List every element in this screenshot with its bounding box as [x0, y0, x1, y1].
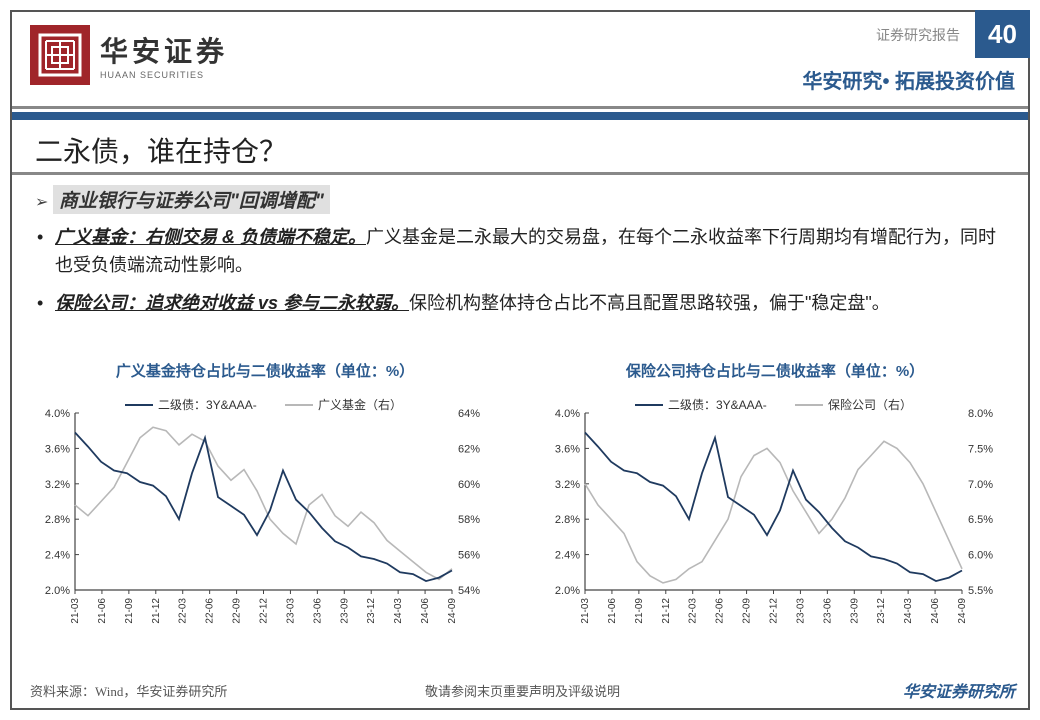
svg-text:24-03: 24-03	[393, 598, 404, 624]
svg-text:2.0%: 2.0%	[45, 585, 70, 597]
svg-text:23-03: 23-03	[795, 598, 806, 624]
svg-text:23-12: 23-12	[366, 598, 377, 624]
brand-right: 拓展投资价值	[895, 71, 1015, 93]
svg-text:23-09: 23-09	[849, 598, 860, 624]
chart-left-title: 广义基金持仓占比与二债收益率（单位：%）	[25, 360, 505, 381]
bullet-1-lead: 保险公司：追求绝对收益 vs 参与二永较弱。	[55, 293, 409, 313]
chart-right-svg: 2.0% 2.4% 2.8% 3.2% 3.6% 4.0% 5.5% 6.0% 6.5% 7.0%…	[535, 385, 1015, 645]
svg-text:二级债：3Y&AAA-: 二级债：3Y&AAA-	[158, 398, 257, 412]
svg-text:22-06: 22-06	[205, 598, 216, 624]
svg-text:24-03: 24-03	[903, 598, 914, 624]
svg-text:2.4%: 2.4%	[555, 550, 580, 562]
svg-text:22-09: 22-09	[232, 598, 243, 624]
divider-blue	[12, 112, 1028, 120]
subhead-row: 商业银行与证券公司"回调增配"	[35, 185, 1005, 214]
brand-left: 华安研究	[802, 71, 882, 93]
svg-text:24-06: 24-06	[420, 598, 431, 624]
bullet-1: 保险公司：追求绝对收益 vs 参与二永较弱。保险机构整体持仓占比不高且配置思路较…	[35, 290, 1005, 318]
svg-text:7.0%: 7.0%	[968, 479, 993, 491]
svg-text:24-09: 24-09	[957, 598, 968, 624]
svg-text:5.5%: 5.5%	[968, 585, 993, 597]
bullet-1-rest: 保险机构整体持仓占比不高且配置思路较强，偏于"稳定盘"。	[409, 293, 890, 313]
svg-text:4.0%: 4.0%	[555, 408, 580, 420]
svg-text:2.0%: 2.0%	[555, 585, 580, 597]
bullet-0: 广义基金：右侧交易 & 负债端不稳定。广义基金是二永最大的交易盘，在每个二永收益…	[35, 224, 1005, 280]
page-title: 二永债，谁在持仓？	[35, 130, 287, 170]
svg-text:4.0%: 4.0%	[45, 408, 70, 420]
svg-text:3.6%: 3.6%	[45, 443, 70, 455]
svg-text:6.0%: 6.0%	[968, 550, 993, 562]
charts-row: 广义基金持仓占比与二债收益率（单位：%） 2.0% 2.4% 2.8% 3.2% 3.6…	[25, 360, 1015, 650]
svg-text:保险公司（右）: 保险公司（右）	[828, 397, 912, 412]
svg-text:广义基金（右）: 广义基金（右）	[318, 397, 402, 412]
svg-text:6.5%: 6.5%	[968, 514, 993, 526]
svg-text:3.2%: 3.2%	[45, 479, 70, 491]
chart-right: 保险公司持仓占比与二债收益率（单位：%） 2.0% 2.4% 2.8% 3.2% 3.6…	[535, 360, 1015, 650]
brand-line: 华安研究• 拓展投资价值	[802, 65, 1015, 94]
svg-text:23-06: 23-06	[822, 598, 833, 624]
svg-text:3.2%: 3.2%	[555, 479, 580, 491]
svg-text:21-09: 21-09	[124, 598, 135, 624]
svg-text:64%: 64%	[458, 408, 480, 420]
svg-text:2.8%: 2.8%	[555, 514, 580, 526]
svg-text:21-03: 21-03	[580, 598, 591, 624]
svg-text:22-03: 22-03	[688, 598, 699, 624]
footer-firm: 华安证券研究所	[903, 678, 1015, 702]
svg-text:23-06: 23-06	[312, 598, 323, 624]
svg-text:22-09: 22-09	[742, 598, 753, 624]
page-number: 40	[975, 10, 1030, 58]
chart-right-title: 保险公司持仓占比与二债收益率（单位：%）	[535, 360, 1015, 381]
svg-text:2.8%: 2.8%	[45, 514, 70, 526]
svg-text:58%: 58%	[458, 514, 480, 526]
svg-text:24-09: 24-09	[447, 598, 458, 624]
content: 商业银行与证券公司"回调增配" 广义基金：右侧交易 & 负债端不稳定。广义基金是…	[35, 185, 1005, 318]
svg-text:22-12: 22-12	[769, 598, 780, 624]
svg-text:24-06: 24-06	[930, 598, 941, 624]
svg-text:62%: 62%	[458, 443, 480, 455]
svg-text:7.5%: 7.5%	[968, 443, 993, 455]
svg-text:二级债：3Y&AAA-: 二级债：3Y&AAA-	[668, 398, 767, 412]
divider-bot	[12, 172, 1028, 175]
report-type: 证券研究报告	[876, 25, 960, 45]
svg-text:3.6%: 3.6%	[555, 443, 580, 455]
footer-source: 资料来源：Wind，华安证券研究所	[30, 681, 227, 700]
logo-text-cn: 华安证券	[100, 30, 228, 70]
svg-text:22-12: 22-12	[259, 598, 270, 624]
svg-text:54%: 54%	[458, 585, 480, 597]
header: 华安证券 HUAAN SECURITIES 证券研究报告 40 华安研究• 拓展…	[0, 0, 1040, 108]
footer-disclaimer: 敬请参阅末页重要声明及评级说明	[425, 681, 620, 700]
svg-text:8.0%: 8.0%	[968, 408, 993, 420]
svg-text:23-12: 23-12	[876, 598, 887, 624]
svg-text:21-12: 21-12	[661, 598, 672, 624]
svg-text:21-06: 21-06	[607, 598, 618, 624]
svg-text:21-12: 21-12	[151, 598, 162, 624]
svg-text:60%: 60%	[458, 479, 480, 491]
bullet-0-lead: 广义基金：右侧交易 & 负债端不稳定。	[55, 227, 366, 247]
subhead: 商业银行与证券公司"回调增配"	[53, 185, 330, 214]
logo-mark-icon	[30, 25, 90, 85]
svg-text:23-09: 23-09	[339, 598, 350, 624]
logo: 华安证券 HUAAN SECURITIES	[30, 25, 228, 85]
logo-text-en: HUAAN SECURITIES	[100, 70, 228, 80]
svg-text:22-03: 22-03	[178, 598, 189, 624]
svg-text:56%: 56%	[458, 550, 480, 562]
svg-text:2.4%: 2.4%	[45, 550, 70, 562]
chart-left: 广义基金持仓占比与二债收益率（单位：%） 2.0% 2.4% 2.8% 3.2% 3.6…	[25, 360, 505, 650]
chart-left-svg: 2.0% 2.4% 2.8% 3.2% 3.6% 4.0% 54% 56% 58% 60% 62% 6…	[25, 385, 505, 645]
svg-text:23-03: 23-03	[285, 598, 296, 624]
svg-text:22-06: 22-06	[715, 598, 726, 624]
svg-text:21-03: 21-03	[70, 598, 81, 624]
footer: 资料来源：Wind，华安证券研究所 敬请参阅末页重要声明及评级说明 华安证券研究…	[30, 678, 1015, 702]
svg-text:21-09: 21-09	[634, 598, 645, 624]
svg-text:21-06: 21-06	[97, 598, 108, 624]
divider-top	[12, 106, 1028, 109]
